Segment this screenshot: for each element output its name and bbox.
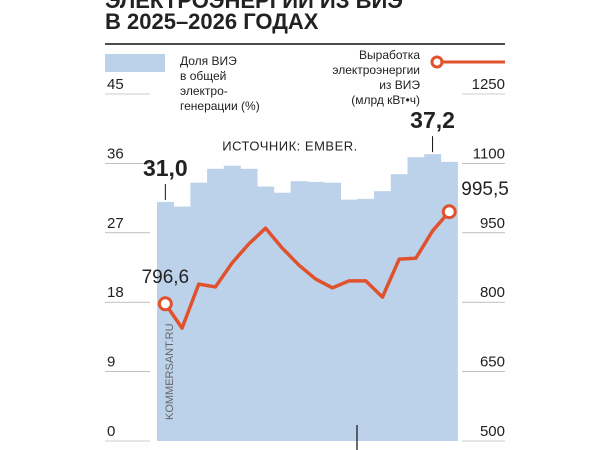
bar bbox=[374, 191, 392, 441]
bar bbox=[307, 181, 325, 441]
bar bbox=[424, 154, 442, 441]
watermark: KOMMERSANT.RU bbox=[164, 323, 176, 420]
chart-subtitle: В 2025–2026 ГОДАХ bbox=[105, 9, 319, 34]
y2-tick-label: 500 bbox=[480, 423, 505, 440]
chart-title: ЭЛЕКТРОЭНЕРГИИ ИЗ ВИЭ bbox=[105, 0, 403, 13]
y2-tick-label: 650 bbox=[480, 354, 505, 371]
bar bbox=[190, 182, 208, 441]
bar bbox=[324, 182, 341, 441]
y-tick-label: 45 bbox=[107, 76, 124, 93]
legend-marker bbox=[430, 55, 444, 69]
y-tick-label: 36 bbox=[107, 145, 124, 162]
bar bbox=[290, 181, 308, 441]
line bbox=[163, 210, 451, 330]
value-label: 37,2 bbox=[410, 107, 455, 133]
y2-tick-label: 950 bbox=[480, 215, 505, 232]
bar bbox=[340, 199, 358, 441]
bar bbox=[207, 168, 225, 441]
y-tick-label: 27 bbox=[107, 215, 124, 232]
legend-swatch bbox=[105, 54, 165, 72]
bar bbox=[273, 192, 291, 441]
legend-label: Доля ВИЭ в общей электро-генерации (%) bbox=[180, 54, 260, 113]
bar bbox=[223, 165, 241, 442]
y-tick-label: 18 bbox=[107, 284, 124, 301]
point-marker bbox=[441, 204, 457, 220]
source: ИСТОЧНИК: EMBER. bbox=[222, 138, 358, 153]
value-label: 796,6 bbox=[142, 267, 190, 288]
point-marker bbox=[157, 296, 173, 312]
bar bbox=[390, 174, 408, 441]
bar bbox=[157, 201, 174, 441]
bar bbox=[440, 161, 458, 441]
legend-label: Выработка электроэнергии из ВИЭ (млрд кВт•ч… bbox=[332, 48, 420, 107]
bar bbox=[240, 168, 258, 441]
bar bbox=[407, 157, 425, 441]
value-label: 995,5 bbox=[461, 179, 509, 200]
y-tick-label: 9 bbox=[107, 354, 115, 371]
bar bbox=[357, 198, 375, 441]
y-tick-label: 0 bbox=[107, 423, 115, 440]
y2-tick-label: 800 bbox=[480, 284, 505, 301]
value-label: 31,0 bbox=[143, 155, 188, 181]
bar bbox=[257, 186, 275, 441]
y2-tick-label: 1250 bbox=[472, 76, 505, 93]
y2-tick-label: 1100 bbox=[473, 145, 505, 162]
